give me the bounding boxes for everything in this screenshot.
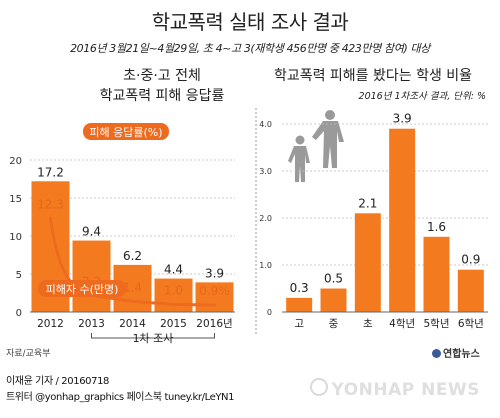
right-chart-note: 2016년 1차조사 결과, 단위: % (359, 91, 486, 102)
right-y-tick-label: 1.0 (259, 261, 272, 270)
left-bar (72, 240, 111, 312)
right-bar (286, 297, 313, 312)
left-chart-title: 초·중·고 전체 (123, 68, 201, 84)
logo-icon (432, 349, 441, 358)
left-bar-value-label: 17.2 (37, 165, 64, 179)
logo-text: 연합뉴스 (443, 349, 480, 360)
right-bar-value-label: 0.5 (324, 272, 343, 286)
left-x-tick-label: 2016년 (196, 318, 232, 330)
left-line-value-label: 1.4 (123, 280, 142, 294)
left-y-tick-label: 20 (9, 156, 22, 167)
watermark-text: YONHAP NEWS (331, 380, 480, 400)
right-bar (354, 213, 381, 312)
right-y-tick-label: 3.0 (259, 167, 272, 176)
watermark-logo-icon (309, 378, 328, 396)
right-y-tick-label: 2.0 (259, 214, 272, 223)
page-title: 학교폭력 실태 조사 결과 (151, 10, 349, 34)
right-x-tick-label: 고 (294, 318, 304, 330)
left-bar-value-label: 6.2 (123, 249, 142, 263)
reporter-credit: 이재윤 기자 / 20160718 (6, 376, 110, 387)
left-x-tick-label: 2013 (78, 318, 105, 330)
right-bar (389, 128, 416, 312)
social-credit: 트위터 @yonhap_graphics 페이스북 tuney.kr/LeYN1 (6, 392, 235, 403)
left-line-legend-label: 피해 응답률(%) (89, 125, 162, 139)
students-silhouette-icon (288, 110, 344, 182)
right-bar-value-label: 1.6 (427, 220, 446, 234)
right-bar (457, 269, 484, 312)
right-x-tick-label: 4학년 (389, 318, 415, 330)
left-bar (195, 282, 234, 312)
left-line-value-label: 12.3 (37, 198, 64, 212)
right-x-tick-label: 중 (329, 318, 339, 330)
left-group-label: 1차 조사 (133, 332, 174, 345)
left-bar-value-label: 4.4 (164, 263, 183, 277)
right-bar-value-label: 0.9 (461, 253, 480, 267)
left-line-legend-tag (83, 123, 169, 140)
left-y-tick-label: 5 (16, 270, 22, 281)
right-x-tick-label: 6학년 (458, 318, 484, 330)
right-bar-value-label: 3.9 (393, 112, 412, 126)
right-bar (320, 288, 347, 312)
right-chart: 0 1.0 2.0 3.0 4.0 0.3 고 0.5 중 2.1 초 3.9 4학년 1.6 5학년 0.9… (259, 112, 488, 330)
page-subtitle: 2016년 3월21일~4월29일, 초 4~고 3(재학생 456만명 중 4… (70, 42, 430, 55)
left-y-tick-label: 15 (9, 194, 22, 205)
left-bar-legend-tag (38, 280, 126, 297)
left-line-value-label: 1.0 (164, 283, 183, 297)
watermark: YONHAP NEWS (309, 378, 480, 400)
news-logo: 연합뉴스 (432, 345, 480, 360)
left-bar (154, 278, 193, 312)
source-label: 자료/교육부 (6, 349, 51, 359)
left-y-tick-label: 0 (16, 308, 22, 319)
right-chart-title: 학교폭력 피해를 봤다는 학생 비율 (274, 68, 472, 84)
left-x-tick-label: 2012 (37, 318, 64, 330)
left-group-bracket (91, 333, 215, 339)
left-chart-subtitle: 학교폭력 피해 응답률 (100, 88, 225, 104)
left-line-value-label: 0.9% (199, 284, 230, 298)
left-bar-value-label: 3.9 (205, 266, 224, 280)
right-bar-value-label: 0.3 (290, 281, 309, 295)
right-bar (423, 236, 450, 312)
right-x-tick-label: 초 (363, 318, 373, 330)
right-x-tick-label: 5학년 (423, 318, 449, 330)
left-y-tick-label: 10 (9, 232, 22, 243)
left-x-tick-label: 2014 (119, 318, 146, 330)
left-bar-legend-label: 피해자 수(만명) (46, 282, 119, 296)
right-y-tick-label: 4.0 (259, 120, 272, 129)
left-bar-value-label: 9.4 (82, 225, 101, 239)
right-bar-value-label: 2.1 (358, 196, 377, 210)
left-chart: 0 5 10 15 20 17.2 2012 9.4 2013 6.2 2014 4.4 2015 3.9… (9, 123, 235, 345)
left-x-tick-label: 2015 (160, 318, 187, 330)
right-y-tick-label: 0 (267, 308, 272, 317)
